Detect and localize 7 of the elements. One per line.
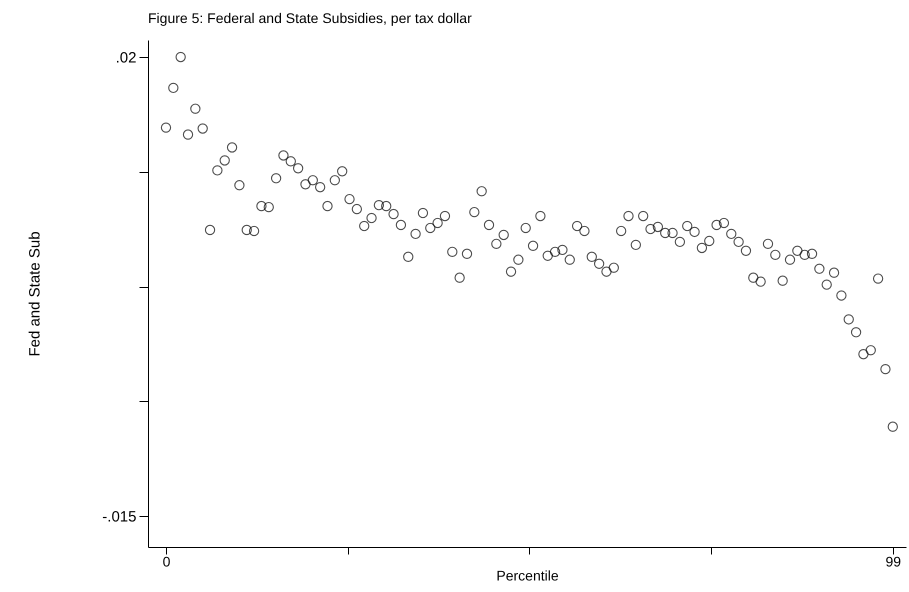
chart-title: Figure 5: Federal and State Subsidies, per tax dollar bbox=[148, 10, 472, 26]
y-tick-label: -.015 bbox=[102, 508, 136, 526]
x-tick-label: 99 bbox=[885, 554, 902, 570]
x-axis-title: Percentile bbox=[496, 568, 559, 584]
y-tick-label: .02 bbox=[116, 50, 136, 67]
x-tick-label: 0 bbox=[162, 554, 171, 570]
y-axis-title: Fed and State Sub bbox=[26, 231, 44, 357]
